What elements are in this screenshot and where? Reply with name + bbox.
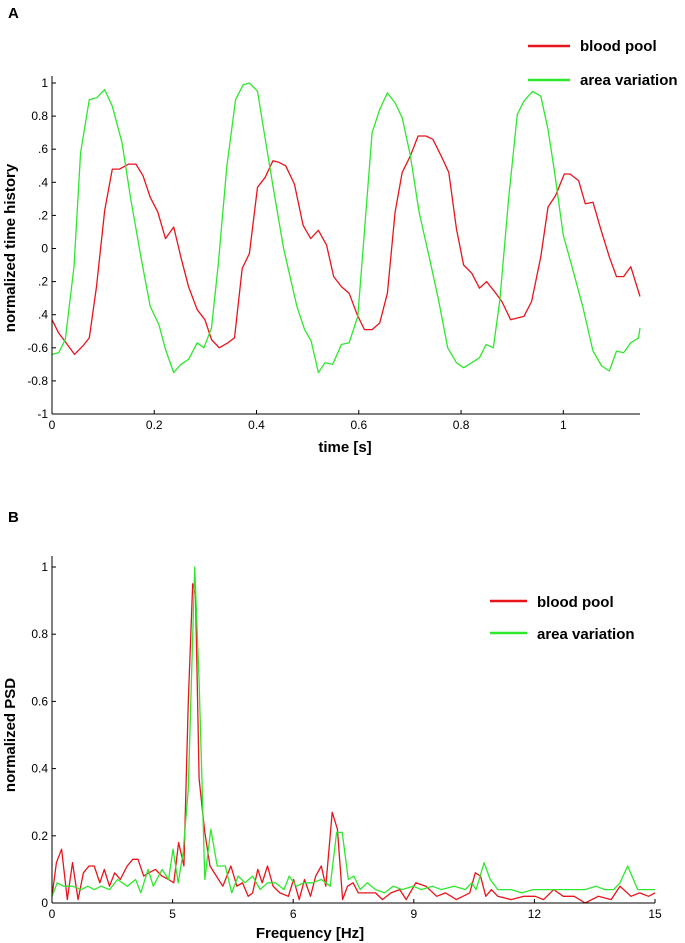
x-tick-label: 0.2 xyxy=(146,418,163,432)
y-tick-label: -0.6 xyxy=(27,341,48,355)
legend-label-blood-pool: blood pool xyxy=(580,38,657,55)
y-tick-label: 0.4 xyxy=(31,762,48,776)
x-tick-label: 0.8 xyxy=(453,418,470,432)
x-tick-label: 5 xyxy=(169,907,176,921)
panel-b-x-label: Frequency [Hz] xyxy=(256,925,364,942)
y-tick-label: 0.2 xyxy=(31,829,48,843)
panel-b: B 0 0.2 0.4 0.6 0.8 1 0 5 6 9 12 15 Frequency [Hz]… xyxy=(2,509,662,942)
panel-a-lines xyxy=(51,82,641,374)
x-tick-label: 0.6 xyxy=(350,418,367,432)
y-tick-label: 0.8 xyxy=(31,627,48,641)
y-tick-label: .4 xyxy=(38,175,48,189)
series-line-blood-pool xyxy=(51,135,641,356)
panel-a: A 10.8.6.4.20.2.4-0.6-0.8-1 0 0.2 0.4 0.6 0.… xyxy=(2,5,678,456)
panel-a-y-label: normalized time history xyxy=(2,163,19,332)
legend-label-area-variation: area variation xyxy=(580,72,678,89)
panel-b-y-label: normalized PSD xyxy=(2,678,19,792)
y-tick-label: .6 xyxy=(38,142,48,156)
legend-label-area-variation: area variation xyxy=(537,626,635,643)
panel-b-x-ticks: 0 5 6 9 12 15 xyxy=(49,899,662,921)
series-line-blood-pool xyxy=(51,583,656,904)
y-tick-label: .4 xyxy=(38,308,48,322)
x-tick-label: 1 xyxy=(560,418,567,432)
x-tick-label: 0 xyxy=(49,907,56,921)
series-line-area-variation xyxy=(51,82,641,374)
y-tick-label: .2 xyxy=(38,208,48,222)
y-tick-label: 0.8 xyxy=(31,109,48,123)
legend-label-blood-pool: blood pool xyxy=(537,594,614,611)
y-tick-label: 0 xyxy=(41,896,48,910)
series-line-area-variation xyxy=(51,566,655,897)
panel-a-x-label: time [s] xyxy=(318,439,371,456)
panel-b-label: B xyxy=(8,509,19,526)
y-tick-label: 1 xyxy=(41,76,48,90)
x-tick-label: 0 xyxy=(49,418,56,432)
y-tick-label: -1 xyxy=(37,407,48,421)
x-tick-label: 9 xyxy=(410,907,417,921)
y-tick-label: 0 xyxy=(41,242,48,256)
y-tick-label: -0.8 xyxy=(27,374,48,388)
panel-a-x-ticks: 0 0.2 0.4 0.6 0.8 1 xyxy=(49,410,567,432)
panel-a-label: A xyxy=(8,5,19,22)
panel-a-legend: blood pool area variation xyxy=(528,38,678,89)
panel-b-lines xyxy=(51,566,656,904)
x-tick-label: 15 xyxy=(648,907,662,921)
y-tick-label: 0.6 xyxy=(31,694,48,708)
x-tick-label: 0.4 xyxy=(248,418,265,432)
panel-b-legend: blood pool area variation xyxy=(490,594,635,643)
panel-b-y-ticks: 0 0.2 0.4 0.6 0.8 1 xyxy=(31,560,56,910)
x-tick-label: 6 xyxy=(290,907,297,921)
x-tick-label: 12 xyxy=(528,907,542,921)
y-tick-label: .2 xyxy=(38,275,48,289)
panel-a-y-ticks: 1 0.8 .6 .4 .2 0 .2 .4 -0.6 -0.8 -1 xyxy=(27,76,56,421)
y-tick-label: 1 xyxy=(41,560,48,574)
